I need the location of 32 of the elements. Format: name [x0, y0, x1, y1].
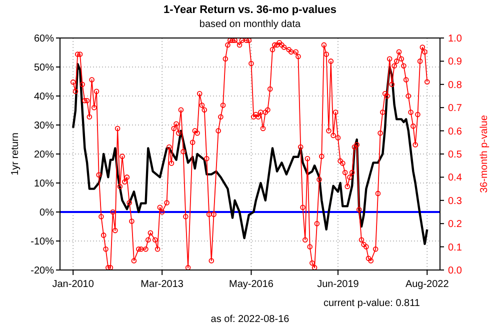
y2-tick-label: 0.2	[448, 219, 462, 230]
y-tick-label: 10%	[34, 178, 54, 190]
y-tick-label: 40%	[34, 92, 54, 102]
y2-tick-label: 0.4	[448, 172, 462, 184]
y-tick-label: 30%	[34, 120, 54, 132]
x-tick-label: Aug-2022	[405, 279, 450, 290]
y2-tick-label: 1.0	[448, 34, 462, 44]
y-tick-label: 0%	[40, 208, 54, 218]
y2-tick-label: 0.9	[448, 56, 462, 68]
text: current p-value: 0.811	[323, 298, 420, 309]
chart-subtitle: based on monthly data	[199, 19, 302, 30]
y2-tick-label: 0.1	[448, 242, 462, 254]
y2-tick-label: 0.0	[448, 266, 462, 276]
y2-tick-label: 0.8	[448, 80, 462, 91]
x-tick-label: Jan-2010	[52, 279, 94, 290]
y2-tick-label: 0.7	[448, 103, 462, 114]
y2-tick-label: 0.3	[448, 196, 462, 207]
chart-title: 1-Year Return vs. 36-mo p-values	[163, 4, 337, 16]
y-tick-label: 20%	[34, 150, 54, 160]
line-series	[72, 62, 428, 245]
y-tick-label: 60%	[34, 34, 54, 44]
x-tick-label: Jun-2019	[317, 279, 360, 290]
y2-tick-label: 0.6	[448, 126, 462, 138]
y-tick-label: 50%	[34, 62, 54, 74]
x-tick-label: May-2016	[229, 279, 274, 290]
y-tick-label: -10%	[30, 236, 54, 248]
x-tick-label: Mar-2013	[140, 279, 184, 290]
y2-axis-title: 36-month p-value	[479, 114, 490, 193]
y2-tick-label: 0.5	[448, 150, 462, 160]
y-axis-title: 1yr return	[10, 132, 21, 176]
y-tick-label: -20%	[30, 266, 54, 276]
text: as of: 2022-08-16	[210, 314, 290, 325]
